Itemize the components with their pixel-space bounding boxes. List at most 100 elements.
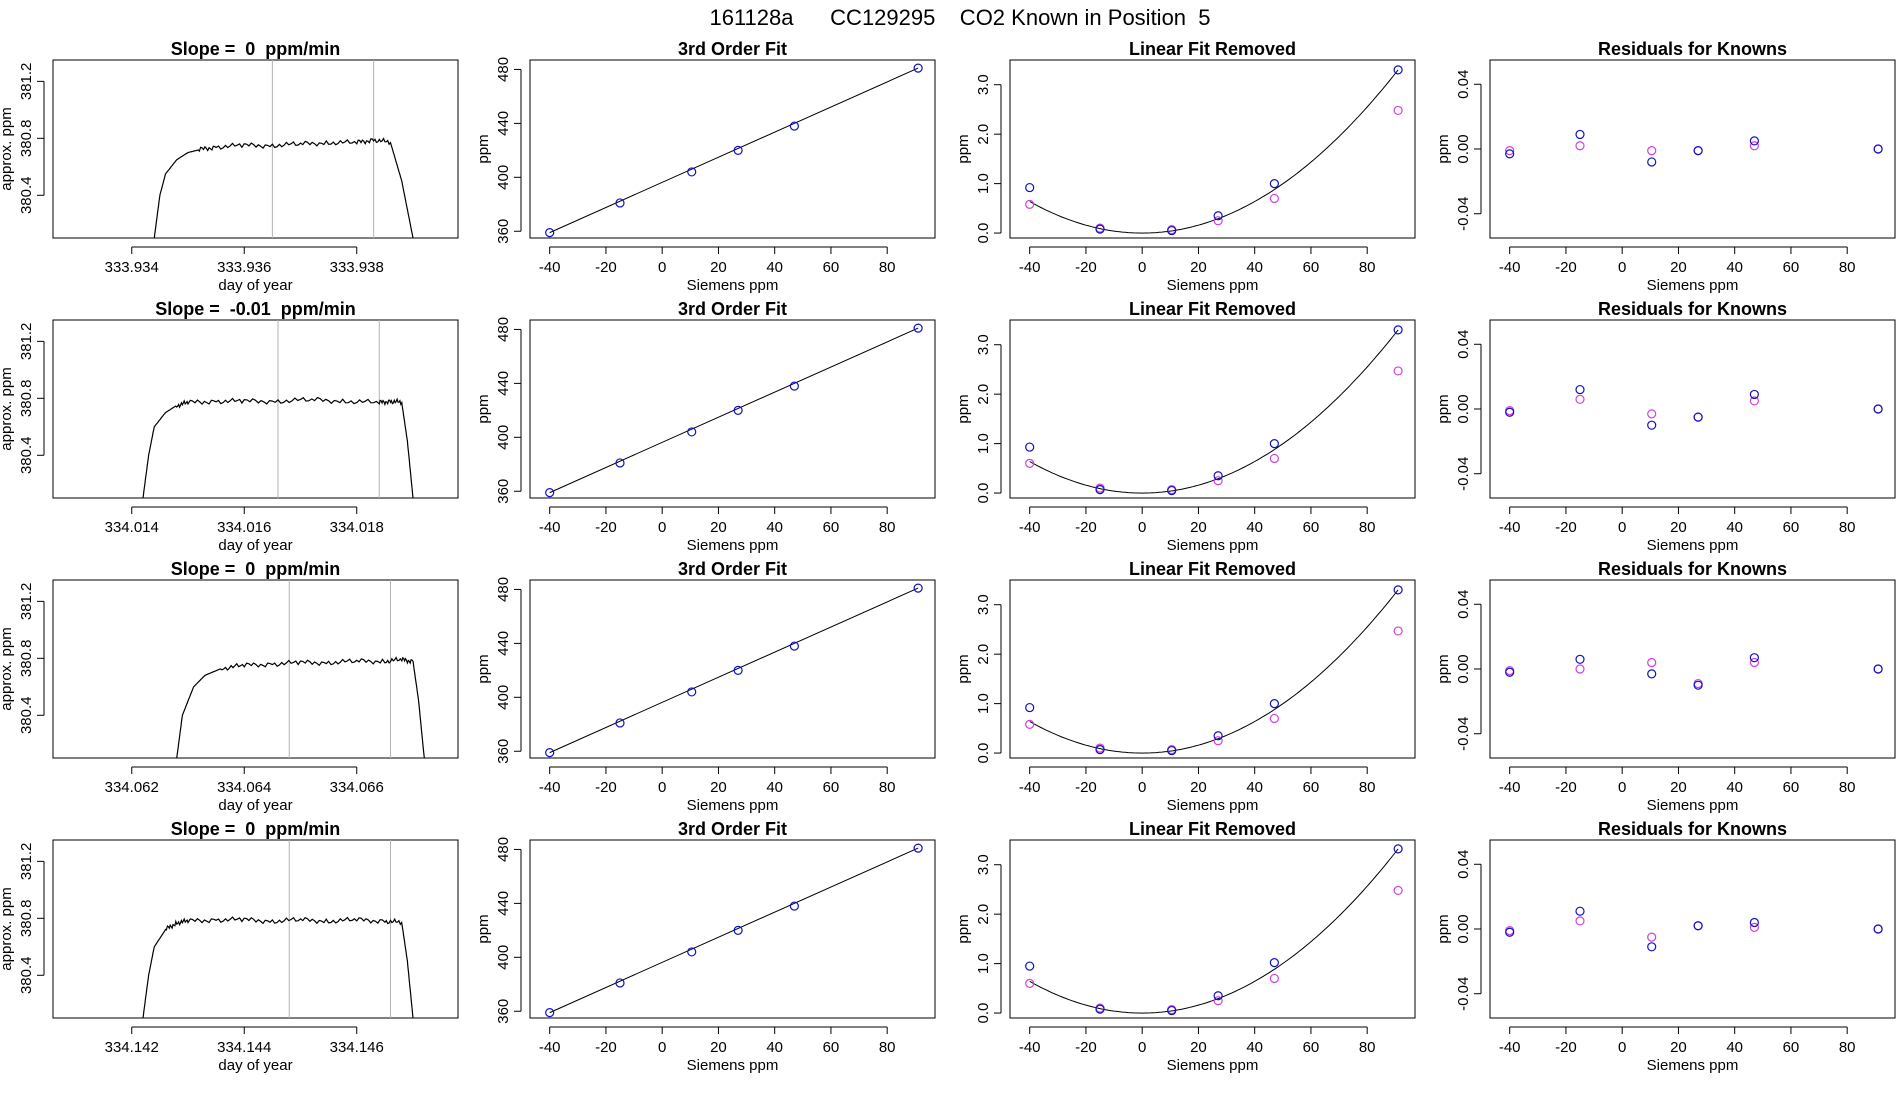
panel-r3-c1: Slope = 0 ppm/min 334.062 334.064 334.066 da… xyxy=(0,559,459,814)
data-point xyxy=(1749,141,1759,151)
data-point xyxy=(1749,396,1759,406)
x-tick-label: 334.018 xyxy=(330,519,384,536)
x-tick-label: 40 xyxy=(766,259,783,276)
data-point xyxy=(1749,917,1759,928)
plot-frame xyxy=(52,59,459,239)
data-point xyxy=(1269,179,1279,189)
y-tick-label: 480 xyxy=(495,837,512,862)
data-point xyxy=(1213,731,1223,741)
panel-r4-c2: 3rd Order Fit -40 -20 0 20 40 60 80 Siemens ppm 3… xyxy=(475,819,936,1074)
x-tick-label: -40 xyxy=(1019,259,1041,276)
data-point xyxy=(1505,407,1515,417)
y-tick-label: 3.0 xyxy=(975,854,992,875)
panel-title: Slope = 0 ppm/min xyxy=(171,819,341,839)
panel-r2-c3: Linear Fit Removed -40 -20 0 20 40 60 80 Siemens… xyxy=(955,299,1416,554)
data-point xyxy=(1505,146,1515,156)
x-tick-label: 60 xyxy=(1783,779,1800,796)
fit-curve xyxy=(1029,589,1399,754)
plot-frame xyxy=(1489,579,1896,759)
x-tick-label: 80 xyxy=(1359,779,1376,796)
data-point xyxy=(1167,745,1177,756)
data-point xyxy=(1647,942,1657,952)
data-point xyxy=(1575,906,1585,916)
plot-data xyxy=(1025,844,1403,1016)
x-tick-label: -20 xyxy=(1075,779,1097,796)
data-point xyxy=(1393,65,1403,75)
data-point xyxy=(1095,224,1105,234)
data-point xyxy=(733,925,743,935)
data-point xyxy=(789,641,799,651)
x-tick-label: 60 xyxy=(1303,779,1320,796)
y-axis-label: ppm xyxy=(955,914,972,943)
x-tick-label: 0 xyxy=(1138,779,1146,796)
x-tick-label: 80 xyxy=(1839,519,1856,536)
data-point xyxy=(1095,744,1105,755)
fit-curve xyxy=(1029,69,1399,234)
data-point xyxy=(1393,325,1403,335)
data-point xyxy=(1575,664,1585,674)
panel-title: 3rd Order Fit xyxy=(678,39,787,59)
x-tick-label: -20 xyxy=(1555,519,1577,536)
x-tick-label: 20 xyxy=(1190,1039,1207,1056)
y-tick-label: 480 xyxy=(495,317,512,342)
plot-frame xyxy=(1009,839,1416,1019)
x-tick-label: -20 xyxy=(595,1039,617,1056)
plot-frame xyxy=(1009,319,1416,499)
x-axis-label: day of year xyxy=(218,797,292,814)
data-point xyxy=(789,901,799,911)
data-point xyxy=(1025,702,1035,713)
y-tick-label: 0.0 xyxy=(975,743,992,764)
x-axis-label: Siemens ppm xyxy=(1167,1057,1259,1074)
x-tick-label: 80 xyxy=(879,519,896,536)
x-axis-label: Siemens ppm xyxy=(687,277,779,294)
data-point xyxy=(1647,657,1657,668)
y-axis-label: ppm xyxy=(1435,394,1452,423)
x-tick-label: 40 xyxy=(1726,1039,1743,1056)
x-tick-label: 334.064 xyxy=(217,779,271,796)
y-tick-label: 3.0 xyxy=(975,334,992,355)
data-point xyxy=(1647,157,1657,167)
y-tick-label: 440 xyxy=(495,631,512,656)
plot-frame xyxy=(1009,579,1416,759)
plot-data xyxy=(1505,653,1883,690)
x-axis-label: Siemens ppm xyxy=(687,1057,779,1074)
plot-frame xyxy=(1489,319,1896,499)
panel-r4-c1: Slope = 0 ppm/min 334.142 334.144 334.146 da… xyxy=(0,819,459,1074)
y-tick-label: 381.2 xyxy=(18,843,35,881)
plot-data xyxy=(545,843,923,1018)
plot-data xyxy=(545,323,923,498)
y-tick-label: 380.8 xyxy=(18,640,35,678)
panel-title: Linear Fit Removed xyxy=(1129,559,1296,579)
series-line xyxy=(176,656,425,758)
data-point xyxy=(1575,129,1585,140)
x-tick-label: 60 xyxy=(1303,259,1320,276)
plot-data xyxy=(1505,384,1883,430)
y-axis-label: ppm xyxy=(475,394,492,423)
x-tick-label: 334.146 xyxy=(330,1039,384,1056)
data-point xyxy=(1095,1004,1105,1014)
x-tick-label: 80 xyxy=(879,1039,896,1056)
y-tick-label: 0.00 xyxy=(1455,394,1472,423)
x-tick-label: -20 xyxy=(1075,1039,1097,1056)
y-tick-label: -0.04 xyxy=(1455,457,1472,491)
y-tick-label: 0.0 xyxy=(975,223,992,244)
panel-title: 3rd Order Fit xyxy=(678,819,787,839)
x-tick-label: -40 xyxy=(1019,519,1041,536)
data-point xyxy=(1693,146,1703,156)
data-point xyxy=(615,458,625,468)
y-tick-label: 0.00 xyxy=(1455,654,1472,683)
x-tick-label: -40 xyxy=(539,779,561,796)
plot-data xyxy=(545,63,923,238)
y-tick-label: 3.0 xyxy=(975,74,992,95)
data-point xyxy=(1749,657,1759,668)
data-point xyxy=(1167,485,1177,496)
y-tick-label: 360 xyxy=(495,739,512,764)
data-point xyxy=(1575,384,1585,395)
data-point xyxy=(1505,149,1515,159)
panel-title: Residuals for Knowns xyxy=(1598,559,1787,579)
y-tick-label: 0.00 xyxy=(1455,134,1472,163)
plot-data xyxy=(545,583,923,758)
x-tick-label: 80 xyxy=(1839,1039,1856,1056)
y-tick-label: 0.04 xyxy=(1455,330,1472,359)
